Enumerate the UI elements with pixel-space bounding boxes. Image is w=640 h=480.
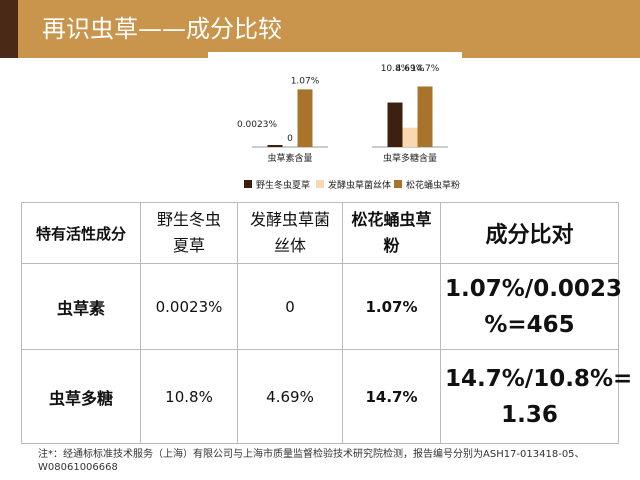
legend-swatch (394, 180, 402, 188)
header-ferment-line-2: 丝体 (273, 236, 306, 255)
slide-title: 再识虫草——成分比较 (42, 15, 282, 43)
header-ingredient: 特有活性成分 (21, 202, 141, 264)
cell-ferment-cordycepin: 0 (237, 263, 343, 350)
chart-svg: 0.0023% 0 1.07% 虫草素含量 10.8%4.69%14.7% 虫草多糖含量野… (237, 64, 460, 191)
row-label-polysaccharide: 虫草多糖 (21, 349, 141, 444)
bar (267, 145, 283, 147)
cell-wild-cordycepin: 0.0023% (140, 263, 238, 350)
legend-label: 松花蛹虫草粉 (406, 179, 460, 191)
footnote: 注*：经通标标准技术服务（上海）有限公司与上海市质量监督检验技术研究院检测，报告… (38, 449, 585, 473)
ratio-cordycepin-line-1: 1.07%/0.0023 (445, 275, 622, 302)
data-label: 0.0023% (237, 120, 277, 130)
table-header-row: 特有活性成分 野生冬虫 夏草 发酵虫草菌 丝体 松花蛹虫草 粉 成分比对 (21, 202, 619, 264)
cell-pine-cordycepin: 1.07% (342, 263, 441, 350)
header-compare: 成分比对 (440, 202, 619, 264)
composition-chart: 0.0023% 0 1.07% 虫草素含量 10.8% 4.69% 14.7% 虫草多糖含量野… (208, 52, 462, 202)
legend-label: 野生冬虫夏草 (256, 179, 310, 191)
legend-label: 发酵虫草菌丝体 (328, 179, 391, 191)
comparison-table: 特有活性成分 野生冬虫 夏草 发酵虫草菌 丝体 松花蛹虫草 粉 成分比对 虫草素… (21, 202, 633, 444)
cell-pine-polysaccharide: 14.7% (342, 349, 441, 444)
header-wild-line-1: 野生冬虫 (156, 210, 221, 229)
header-ferment-line-1: 发酵虫草菌 (249, 210, 330, 229)
cell-ratio-cordycepin: 1.07%/0.0023 %=465 (440, 263, 622, 350)
data-label: 4.69% (396, 64, 425, 74)
ratio-polysaccharide-line-1: 14.7%/10.8%= (445, 365, 633, 392)
cell-ferment-polysaccharide: 4.69% (237, 349, 343, 444)
cell-ratio-polysaccharide: 14.7%/10.8%= 1.36 (440, 349, 633, 444)
title-accent (0, 0, 18, 58)
legend-swatch (244, 180, 252, 188)
header-ferment: 发酵虫草菌 丝体 (237, 202, 343, 264)
bar (402, 127, 418, 147)
table-row: 虫草素 0.0023% 0 1.07% 1.07%/0.0023 %=465 (21, 263, 622, 350)
legend-swatch (316, 180, 324, 188)
category-label: 虫草多糖含量 (383, 152, 437, 164)
header-pine: 松花蛹虫草 粉 (342, 202, 441, 264)
header-wild: 野生冬虫 夏草 (140, 202, 238, 264)
table-row: 虫草多糖 10.8% 4.69% 14.7% 14.7%/10.8%= 1.36 (21, 349, 633, 444)
ratio-polysaccharide-line-2: 1.36 (501, 401, 558, 428)
bar (297, 89, 313, 147)
category-label: 虫草素含量 (267, 152, 312, 164)
title-bar: 再识虫草——成分比较 (0, 0, 640, 58)
cell-wild-polysaccharide: 10.8% (140, 349, 238, 444)
header-pine-line-2: 粉 (383, 236, 400, 255)
data-label: 1.07% (291, 76, 320, 86)
data-label: 10.8% (381, 64, 410, 74)
bar (417, 86, 433, 147)
data-label: 14.7% (411, 64, 440, 74)
ratio-cordycepin-line-2: %=465 (484, 311, 575, 338)
data-label: 0 (287, 134, 293, 144)
header-wild-line-2: 夏草 (172, 236, 205, 255)
bar (387, 102, 403, 147)
header-pine-line-1: 松花蛹虫草 (351, 210, 432, 229)
row-label-cordycepin: 虫草素 (21, 263, 141, 350)
